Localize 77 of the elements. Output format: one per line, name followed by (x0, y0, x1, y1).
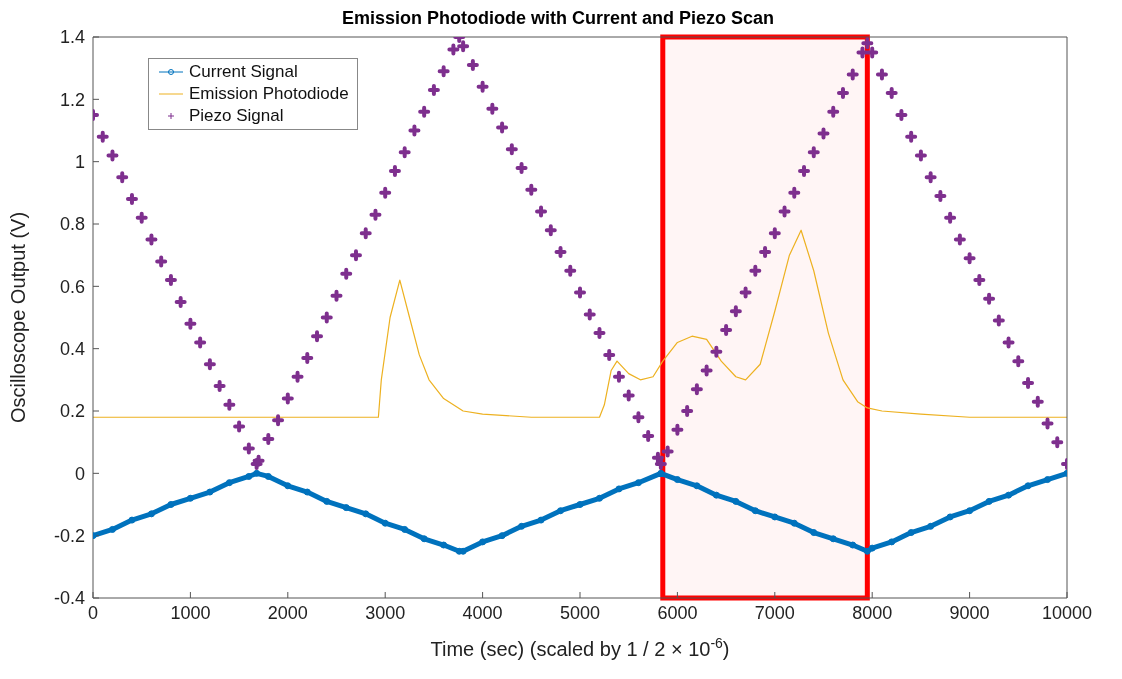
x-tick-label: 7000 (754, 602, 795, 623)
point (966, 507, 974, 515)
point (946, 513, 954, 521)
point (673, 476, 681, 484)
point (186, 494, 194, 502)
point (712, 491, 720, 499)
point (634, 479, 642, 487)
point (440, 541, 448, 549)
point (829, 535, 837, 543)
y-tick-label: 0.4 (59, 339, 85, 360)
point (1005, 491, 1013, 499)
point (868, 544, 876, 552)
point (264, 472, 272, 480)
point (147, 510, 155, 518)
point (790, 519, 798, 527)
x-tick-label: 4000 (462, 602, 503, 623)
point (888, 538, 896, 546)
point (1024, 482, 1032, 490)
y-tick-label: 0.6 (59, 276, 85, 297)
point (245, 472, 253, 480)
chart-title: Emission Photodiode with Current and Piezo Scan (340, 8, 775, 29)
point (401, 525, 409, 533)
point (751, 507, 759, 515)
point (927, 522, 935, 530)
point (206, 488, 214, 496)
point (810, 529, 818, 537)
y-tick-label: -0.4 (53, 588, 85, 609)
point (732, 497, 740, 505)
point (595, 494, 603, 502)
x-tick-label: 1000 (170, 602, 211, 623)
x-tick-label: 5000 (559, 602, 601, 623)
point (253, 469, 261, 477)
point (362, 510, 370, 518)
legend-label: Current Signal (189, 61, 298, 83)
point (985, 497, 993, 505)
point (225, 479, 233, 487)
x-tick-label: 3000 (365, 602, 406, 623)
point (518, 522, 526, 530)
x-axis-title: Time (sec) (scaled by 1 / 2 × 10$^{-6}$) (430, 635, 730, 660)
y-tick-label: 1 (74, 152, 85, 173)
point (108, 525, 116, 533)
point (498, 532, 506, 540)
legend-label: Piezo Signal (189, 105, 284, 127)
point (849, 541, 857, 549)
point (557, 507, 565, 515)
y-tick-label: -0.2 (53, 526, 85, 547)
y-tick-label: 0.8 (59, 214, 85, 235)
legend-label: Emission Photodiode (189, 83, 349, 105)
y-tick-label: 1.2 (59, 89, 85, 110)
point (420, 535, 428, 543)
point (323, 497, 331, 505)
point (167, 501, 175, 508)
point (128, 516, 136, 524)
point (303, 488, 311, 496)
y-axis-title: Oscilloscope Output (V) (7, 211, 30, 424)
point (381, 519, 389, 527)
point (342, 504, 350, 512)
point (863, 547, 871, 555)
point (771, 513, 779, 521)
line-series (93, 229, 1067, 418)
x-tick-label: 0 (87, 602, 99, 623)
x-tick-label: 9000 (949, 602, 990, 623)
x-tick-label: 10000 (1041, 602, 1093, 623)
y-tick-label: 0 (74, 463, 85, 484)
y-tick-label: 0.2 (59, 401, 85, 422)
x-tick-label: 8000 (852, 602, 893, 623)
point (907, 529, 915, 537)
point (576, 501, 584, 508)
point (615, 485, 623, 493)
y-tick-label: 1.4 (59, 27, 85, 48)
point (537, 516, 545, 524)
point (693, 482, 701, 490)
point (479, 538, 487, 546)
x-tick-label: 2000 (267, 602, 308, 623)
point (284, 482, 292, 490)
x-tick-label: 6000 (657, 602, 698, 623)
point (1044, 476, 1052, 484)
